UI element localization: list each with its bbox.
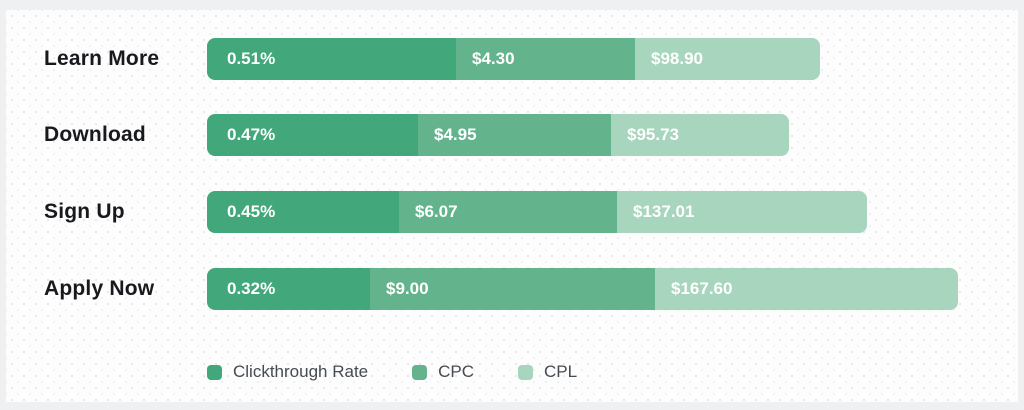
bar-segment-cpl: $95.73 <box>611 114 789 156</box>
legend-item-clickthrough-rate: Clickthrough Rate <box>207 362 368 382</box>
category-label: Download <box>44 123 146 146</box>
bar-segment-cpc: $6.07 <box>399 191 617 233</box>
chart-row-apply-now: Apply Now 0.32% $9.00 $167.60 <box>6 268 1018 310</box>
category-label: Sign Up <box>44 200 125 223</box>
bar-segment-cpl: $137.01 <box>617 191 867 233</box>
bar-segment-clickthrough-rate: 0.32% <box>207 268 370 310</box>
stacked-bar: 0.47% $4.95 $95.73 <box>207 114 789 156</box>
legend-label: Clickthrough Rate <box>233 362 369 381</box>
legend-item-cpl: CPL <box>518 362 577 382</box>
bar-segment-cpl: $167.60 <box>655 268 958 310</box>
legend: Clickthrough Rate CPC CPL <box>207 362 577 382</box>
stacked-bar: 0.51% $4.30 $98.90 <box>207 38 820 80</box>
bar-segment-cpc: $4.95 <box>418 114 611 156</box>
stacked-bar: 0.45% $6.07 $137.01 <box>207 191 867 233</box>
bar-segment-cpc: $9.00 <box>370 268 655 310</box>
bar-segment-clickthrough-rate: 0.47% <box>207 114 418 156</box>
bar-segment-clickthrough-rate: 0.45% <box>207 191 399 233</box>
chart-row-learn-more: Learn More 0.51% $4.30 $98.90 <box>6 38 1018 80</box>
legend-label: CPC <box>438 362 475 381</box>
bar-segment-clickthrough-rate: 0.51% <box>207 38 456 80</box>
legend-swatch-icon <box>412 364 428 380</box>
chart-card: Learn More 0.51% $4.30 $98.90 Download 0… <box>6 10 1018 402</box>
stacked-bar: 0.32% $9.00 $167.60 <box>207 268 958 310</box>
legend-item-cpc: CPC <box>412 362 474 382</box>
chart-row-sign-up: Sign Up 0.45% $6.07 $137.01 <box>6 191 1018 233</box>
legend-label: CPL <box>544 362 578 381</box>
category-label: Apply Now <box>44 277 155 300</box>
legend-swatch-icon <box>518 364 534 380</box>
bar-segment-cpl: $98.90 <box>635 38 820 80</box>
bar-segment-cpc: $4.30 <box>456 38 635 80</box>
category-label: Learn More <box>44 47 160 70</box>
chart-row-download: Download 0.47% $4.95 $95.73 <box>6 114 1018 156</box>
legend-swatch-icon <box>207 364 222 380</box>
